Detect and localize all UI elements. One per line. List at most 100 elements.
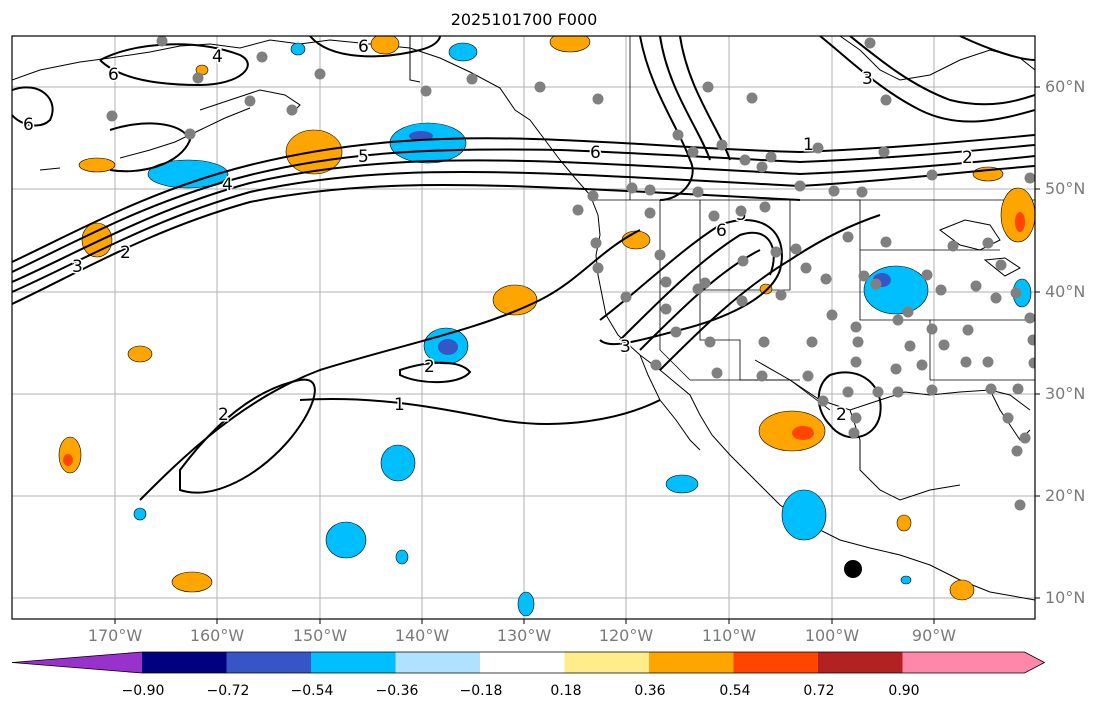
station-dot [746, 92, 758, 104]
station-dot [880, 94, 892, 106]
station-dot [820, 273, 832, 285]
contour-label: 6 [108, 65, 119, 85]
station-dot [572, 204, 584, 216]
station-dot [711, 367, 723, 379]
storm-center-marker [844, 560, 862, 578]
contour-label: 1 [394, 395, 405, 415]
station-dot [644, 207, 656, 219]
contour-label: 2 [836, 405, 847, 425]
station-dot [902, 306, 914, 318]
station-dot [842, 386, 854, 398]
station-dot [672, 129, 684, 141]
station-dot [852, 336, 864, 348]
station-dot [921, 269, 933, 281]
lon-label: 110°W [701, 626, 757, 645]
station-dot [982, 237, 994, 249]
colorbar-segment [142, 652, 227, 673]
station-dot [756, 370, 768, 382]
station-dot [878, 146, 890, 158]
station-dot [990, 292, 1002, 304]
station-dot [770, 246, 782, 258]
station-dot [962, 324, 974, 336]
colorbar-segment [733, 652, 818, 673]
station-dot [806, 336, 818, 348]
contour-lines [12, 36, 1035, 501]
station-dot [1011, 445, 1023, 457]
station-dot [812, 142, 824, 154]
station-dot [916, 359, 928, 371]
station-dot [850, 321, 862, 333]
station-dot [704, 336, 716, 348]
contour-label: 6 [716, 221, 727, 241]
station-dot [892, 386, 904, 398]
contour-label: 3 [72, 257, 83, 277]
station-dot [960, 356, 972, 368]
colorbar-segment [902, 652, 1045, 673]
station-dot [926, 323, 938, 335]
station-dot [590, 237, 602, 249]
station-dot [644, 184, 656, 196]
station-dot [850, 356, 862, 368]
lat-label: 30°N [1045, 384, 1086, 403]
station-dot [817, 395, 829, 407]
station-dot [1014, 499, 1026, 511]
contour-label: 6 [23, 115, 34, 135]
colorbar-segment [12, 652, 142, 673]
station-dot [699, 277, 711, 289]
station-dot [702, 81, 714, 93]
contour-label: 6 [590, 143, 601, 163]
station-dot [192, 72, 204, 84]
station-dot [856, 186, 868, 198]
contour-label: 3 [862, 69, 873, 89]
station-dot [670, 326, 682, 338]
station-dot [1028, 357, 1035, 369]
contour-label: 6 [358, 37, 369, 57]
station-dot [926, 384, 938, 396]
station-dot [256, 51, 268, 63]
station-dot [759, 201, 771, 213]
station-dot [660, 303, 672, 315]
station-dot [736, 295, 748, 307]
station-dot [420, 85, 432, 97]
station-dot [156, 36, 168, 47]
colorbar [11, 651, 1046, 674]
lon-label: 130°W [496, 626, 552, 645]
colorbar-tick-label: −0.54 [290, 683, 334, 699]
lon-label: 160°W [189, 626, 245, 645]
station-dot [106, 110, 118, 122]
lon-label: 170°W [87, 626, 143, 645]
contour-label: 1 [803, 135, 814, 155]
lon-label: 90°W [911, 626, 957, 645]
colorbar-tick-label: 0.18 [550, 683, 582, 699]
colorbar-segment [649, 652, 734, 673]
station-dot [848, 427, 860, 439]
station-dot [592, 262, 604, 274]
contour-label: 2 [424, 357, 435, 377]
station-dot [737, 255, 749, 267]
station-dot [587, 190, 599, 202]
colorbar-tick-label: −0.36 [375, 683, 419, 699]
colorbar-tick-label: 0.36 [634, 683, 666, 699]
station-dot [716, 139, 728, 151]
station-dot [620, 291, 632, 303]
contour-label: 3 [620, 337, 631, 357]
station-dot [765, 151, 777, 163]
station-dot [708, 210, 720, 222]
station-dot [872, 386, 884, 398]
station-dot [802, 370, 814, 382]
station-dot [775, 289, 787, 301]
station-dot [842, 231, 854, 243]
station-dot [935, 284, 947, 296]
lon-label: 140°W [394, 626, 450, 645]
station-dot [926, 169, 938, 181]
axis-ticks [114, 86, 1040, 624]
station-dot [904, 340, 916, 352]
station-dot [790, 243, 802, 255]
colorbar-segment [818, 652, 903, 673]
contour-label: 2 [218, 405, 229, 425]
station-dot [654, 249, 666, 261]
station-dot [947, 240, 959, 252]
lat-label: 60°N [1045, 77, 1086, 96]
station-dot [890, 363, 902, 375]
